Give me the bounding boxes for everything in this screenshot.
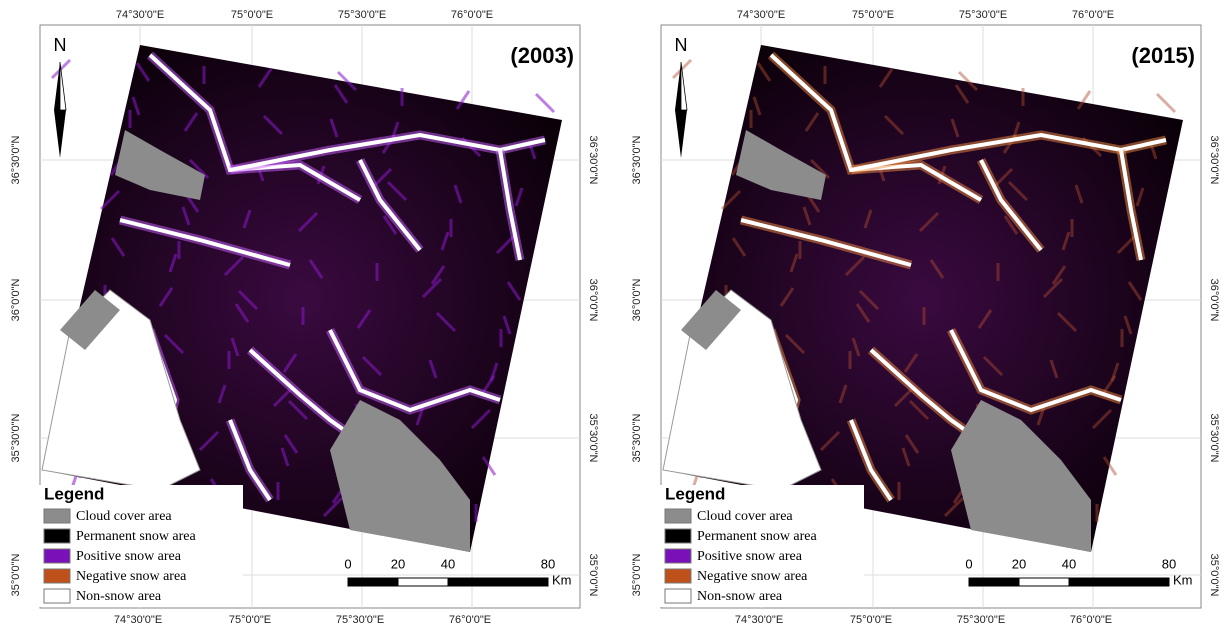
legend-title: Legend — [44, 484, 104, 503]
right-coord-label: 35°30'0"N — [587, 414, 599, 463]
legend-label: Negative snow area — [697, 569, 808, 584]
right-coord-label: 36°0'0"N — [1208, 279, 1220, 322]
north-label: N — [675, 35, 688, 55]
legend-swatch — [665, 589, 691, 603]
scale-tick-label: 80 — [1162, 556, 1176, 571]
scale-tick-label: 40 — [1062, 556, 1076, 571]
right-coord-label: 35°0'0"N — [587, 554, 599, 597]
north-arrow-half — [60, 62, 66, 110]
scale-segment — [448, 578, 548, 586]
scale-unit: Km — [1173, 572, 1193, 587]
bottom-coord-label: 75°0'0"E — [229, 614, 271, 626]
left-coord-label: 35°0'0"N — [10, 554, 22, 597]
scale-tick-label: 40 — [441, 556, 455, 571]
bottom-coord-label: 76°0'0"E — [1070, 614, 1112, 626]
legend-swatch — [665, 569, 691, 583]
slope-streak — [536, 94, 554, 112]
legend-swatch — [665, 529, 691, 543]
top-coord-label: 75°30'0"E — [338, 9, 386, 21]
top-coord-label: 75°30'0"E — [959, 9, 1007, 21]
left-coord-label: 36°0'0"N — [631, 279, 643, 322]
legend-label: Permanent snow area — [697, 529, 818, 544]
legend-swatch — [44, 569, 70, 583]
scale-unit: Km — [552, 572, 572, 587]
top-coord-label: 75°0'0"E — [231, 9, 273, 21]
top-coord-label: 75°0'0"E — [852, 9, 894, 21]
legend-label: Permanent snow area — [76, 529, 197, 544]
top-coord-label: 74°30'0"E — [737, 9, 785, 21]
bottom-coord-label: 75°30'0"E — [957, 614, 1005, 626]
legend-swatch — [44, 529, 70, 543]
legend-label: Non-snow area — [697, 589, 783, 604]
north-label: N — [54, 35, 67, 55]
bottom-coord-label: 74°30'0"E — [114, 614, 162, 626]
top-coord-label: 74°30'0"E — [116, 9, 164, 21]
left-coord-label: 35°30'0"N — [10, 413, 22, 462]
right-coord-label: 35°0'0"N — [1208, 554, 1220, 597]
legend-swatch — [44, 589, 70, 603]
map-panel: 74°30'0"E 74°30'0"E 75°0'0"E 75°0'0"E 75°30'… — [631, 9, 1220, 626]
legend-swatch — [665, 549, 691, 563]
right-coord-label: 36°0'0"N — [587, 279, 599, 322]
scale-tick-label: 0 — [344, 556, 351, 571]
legend-swatch — [665, 509, 691, 523]
legend-title: Legend — [665, 484, 725, 503]
scale-tick-label: 80 — [541, 556, 555, 571]
legend-label: Positive snow area — [697, 549, 803, 564]
bottom-coord-label: 76°0'0"E — [449, 614, 491, 626]
panel-title: (2015) — [1131, 43, 1195, 68]
left-coord-label: 36°30'0"N — [10, 135, 22, 184]
scale-tick-label: 20 — [1012, 556, 1026, 571]
top-coord-label: 76°0'0"E — [1072, 9, 1114, 21]
legend-label: Cloud cover area — [76, 509, 172, 524]
scale-tick-label: 0 — [965, 556, 972, 571]
legend-label: Positive snow area — [76, 549, 182, 564]
right-coord-label: 35°30'0"N — [1208, 414, 1220, 463]
scale-tick-label: 20 — [391, 556, 405, 571]
legend-label: Non-snow area — [76, 589, 162, 604]
bottom-coord-label: 74°30'0"E — [735, 614, 783, 626]
legend-label: Negative snow area — [76, 569, 187, 584]
scale-segment — [1069, 578, 1169, 586]
panel-title: (2003) — [510, 43, 574, 68]
scale-segment — [969, 578, 1019, 586]
legend-swatch — [44, 549, 70, 563]
scale-segment — [1019, 578, 1069, 586]
north-arrow-half — [681, 62, 687, 110]
bottom-coord-label: 75°0'0"E — [850, 614, 892, 626]
scale-segment — [398, 578, 448, 586]
slope-streak — [1157, 94, 1175, 112]
top-coord-label: 76°0'0"E — [451, 9, 493, 21]
scale-segment — [348, 578, 398, 586]
legend-swatch — [44, 509, 70, 523]
figure: 74°30'0"E 74°30'0"E 75°0'0"E 75°0'0"E 75°30'… — [0, 0, 1225, 631]
left-coord-label: 36°30'0"N — [631, 135, 643, 184]
bottom-coord-label: 75°30'0"E — [336, 614, 384, 626]
map-panel: 74°30'0"E 74°30'0"E 75°0'0"E 75°0'0"E 75°30'… — [10, 9, 599, 626]
left-coord-label: 36°0'0"N — [10, 279, 22, 322]
left-coord-label: 35°30'0"N — [631, 413, 643, 462]
right-coord-label: 36°30'0"N — [1208, 136, 1220, 185]
legend-label: Cloud cover area — [697, 509, 793, 524]
right-coord-label: 36°30'0"N — [587, 136, 599, 185]
left-coord-label: 35°0'0"N — [631, 554, 643, 597]
